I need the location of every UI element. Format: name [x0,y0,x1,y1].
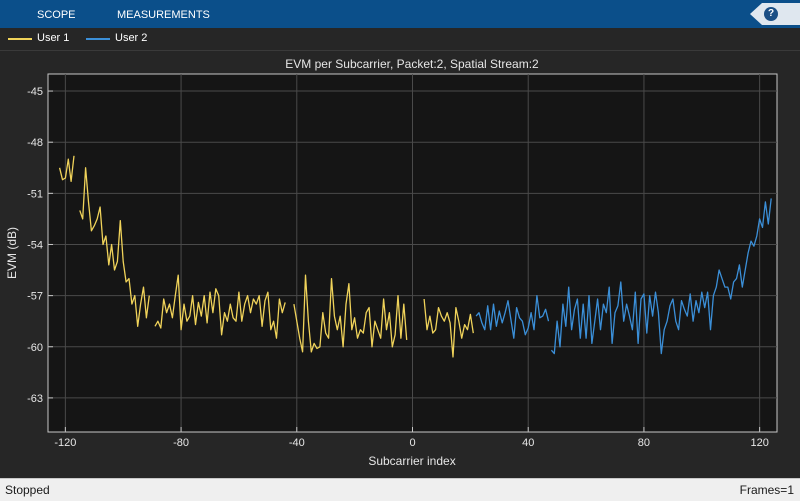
frames-count: Frames=1 [739,483,794,497]
x-tick-label: -80 [173,437,189,449]
series-line-user-1 [79,167,150,327]
plot-panel: -120 -80 -40 0 40 80 120 -45 -48 -51 -54 -57 -60 -63 … [0,51,800,478]
series-group [58,155,772,358]
legend-swatch-user-2 [86,38,110,40]
status-text: Stopped [5,483,50,497]
toolstrip: SCOPE MEASUREMENTS ? [0,0,800,28]
x-tick-label: -120 [54,437,76,449]
series-line-user-1 [58,155,75,183]
legend-label-user-2: User 2 [115,32,148,44]
chart-title: EVM per Subcarrier, Packet:2, Spatial St… [285,57,539,71]
tab-scope[interactable]: SCOPE [37,9,76,21]
series-line-user-1 [154,274,286,339]
y-tick-label: -45 [27,86,43,98]
x-tick-label: 80 [638,437,650,449]
series-line-user-2 [550,198,772,355]
series-line-user-1 [423,298,474,358]
y-tick-label: -57 [27,291,43,303]
y-axis-label: EVM (dB) [5,227,19,279]
legend-swatch-user-1 [8,38,32,40]
legend-item-user-2[interactable]: User 2 [86,28,156,50]
grid [48,74,777,432]
tick-labels: -120 -80 -40 0 40 80 120 -45 -48 -51 -54 -57 -60 -63 [27,86,769,449]
help-area: ? [748,0,800,28]
help-icon[interactable]: ? [764,7,778,21]
legend: User 1 User 2 [0,28,800,51]
y-tick-label: -63 [27,393,43,405]
y-tick-label: -51 [27,188,43,200]
y-tick-label: -60 [27,342,43,354]
legend-label-user-1: User 1 [37,32,70,44]
x-axis-label: Subcarrier index [368,454,455,468]
y-tick-label: -54 [27,239,43,251]
legend-item-user-1[interactable]: User 1 [8,28,78,50]
series-line-user-2 [475,294,550,339]
series-line-user-1 [293,274,408,353]
x-tick-label: 0 [409,437,415,449]
status-bar: Stopped Frames=1 [0,478,800,501]
x-tick-label: 120 [750,437,768,449]
x-tick-label: 40 [522,437,534,449]
evm-chart[interactable]: -120 -80 -40 0 40 80 120-45-48-51-54-57-60-63 … [0,51,800,478]
tab-measurements[interactable]: MEASUREMENTS [117,9,210,21]
x-tick-label: -40 [289,437,305,449]
y-tick-label: -48 [27,137,43,149]
